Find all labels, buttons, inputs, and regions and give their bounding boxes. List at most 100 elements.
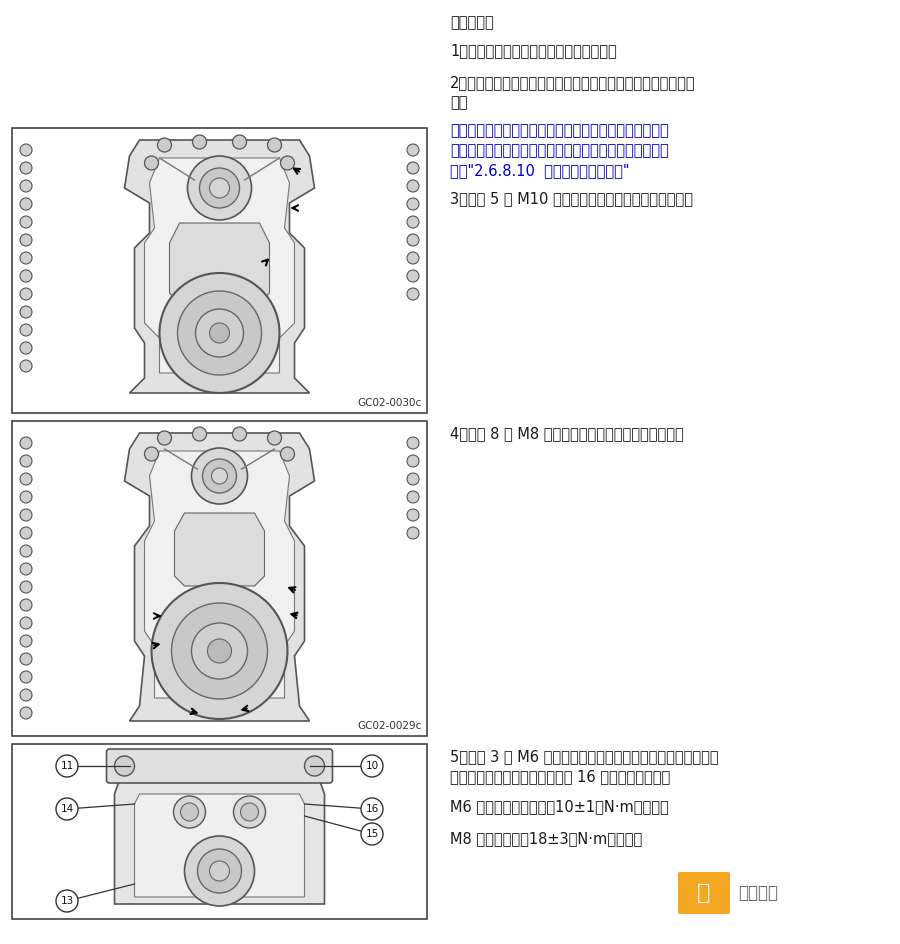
- Circle shape: [20, 617, 32, 629]
- Circle shape: [407, 455, 419, 467]
- Polygon shape: [124, 140, 314, 393]
- Text: 正时锁罩紧固螺栓及螺帽，共计 16 颧。力矩値如下：: 正时锁罩紧固螺栓及螺帽，共计 16 颧。力矩値如下：: [450, 769, 670, 784]
- Circle shape: [187, 156, 251, 220]
- Circle shape: [20, 180, 32, 192]
- Circle shape: [407, 491, 419, 503]
- Circle shape: [192, 623, 248, 679]
- Circle shape: [20, 234, 32, 246]
- Circle shape: [56, 890, 78, 912]
- Circle shape: [407, 180, 419, 192]
- Circle shape: [20, 599, 32, 611]
- Polygon shape: [145, 158, 294, 373]
- Circle shape: [202, 459, 237, 493]
- Bar: [12, 128, 427, 413]
- Polygon shape: [169, 223, 269, 303]
- Circle shape: [407, 270, 419, 282]
- Polygon shape: [145, 451, 294, 698]
- Circle shape: [407, 473, 419, 485]
- Circle shape: [407, 437, 419, 449]
- Circle shape: [281, 447, 294, 461]
- Text: 罩。: 罩。: [450, 95, 467, 110]
- Circle shape: [20, 360, 32, 372]
- Text: 15: 15: [365, 829, 379, 839]
- Circle shape: [20, 545, 32, 557]
- Circle shape: [20, 288, 32, 300]
- Circle shape: [240, 803, 258, 821]
- Circle shape: [184, 836, 255, 906]
- Text: 汽: 汽: [698, 883, 711, 903]
- Polygon shape: [175, 513, 265, 586]
- Circle shape: [407, 144, 419, 156]
- Circle shape: [210, 323, 230, 343]
- Circle shape: [407, 162, 419, 174]
- Circle shape: [158, 138, 172, 152]
- Circle shape: [145, 447, 158, 461]
- Circle shape: [20, 144, 32, 156]
- Circle shape: [20, 671, 32, 683]
- Circle shape: [20, 342, 32, 354]
- Text: 4、安装 8 颧 M8 正时锁罩紧固螺栓，但先不要拧紧。: 4、安装 8 颧 M8 正时锁罩紧固螺栓，但先不要拧紧。: [450, 426, 684, 441]
- FancyBboxPatch shape: [106, 749, 332, 783]
- Circle shape: [193, 135, 206, 149]
- Circle shape: [267, 138, 282, 152]
- Circle shape: [212, 468, 228, 484]
- Circle shape: [20, 581, 32, 593]
- Circle shape: [267, 431, 282, 445]
- Polygon shape: [114, 780, 325, 904]
- Circle shape: [407, 527, 419, 539]
- Circle shape: [20, 689, 32, 701]
- Text: 14: 14: [60, 804, 74, 814]
- Circle shape: [304, 756, 325, 776]
- Circle shape: [20, 635, 32, 647]
- Circle shape: [20, 527, 32, 539]
- Circle shape: [158, 431, 172, 445]
- Circle shape: [200, 168, 239, 208]
- Circle shape: [208, 639, 231, 663]
- Circle shape: [361, 798, 383, 820]
- Text: 5、安装 3 颧 M6 正时锁罩紧固螺栓及螺帽，并按图示顺序紧固: 5、安装 3 颧 M6 正时锁罩紧固螺栓及螺帽，并按图示顺序紧固: [450, 749, 718, 764]
- Circle shape: [281, 156, 294, 170]
- Circle shape: [114, 756, 134, 776]
- Circle shape: [407, 252, 419, 264]
- Circle shape: [197, 849, 241, 893]
- Circle shape: [192, 448, 248, 504]
- FancyBboxPatch shape: [678, 872, 730, 914]
- Circle shape: [20, 491, 32, 503]
- Text: 参见"2.6.8.10  正时锁条组件的更换": 参见"2.6.8.10 正时锁条组件的更换": [450, 163, 629, 178]
- Text: M8 螺栓力矩：（18±3）N·m（公制）: M8 螺栓力矩：（18±3）N·m（公制）: [450, 831, 643, 846]
- Circle shape: [407, 509, 419, 521]
- Circle shape: [195, 309, 244, 357]
- Polygon shape: [124, 433, 314, 721]
- Text: 2、在正时锁罩与缸体安装面均匀涂上专用密封胶，安装正时锁: 2、在正时锁罩与缸体安装面均匀涂上专用密封胶，安装正时锁: [450, 75, 696, 90]
- Text: 13: 13: [60, 896, 74, 906]
- Circle shape: [232, 135, 247, 149]
- Circle shape: [20, 270, 32, 282]
- Circle shape: [20, 653, 32, 665]
- Circle shape: [210, 178, 230, 198]
- Circle shape: [193, 427, 206, 441]
- Polygon shape: [134, 794, 304, 897]
- Circle shape: [56, 798, 78, 820]
- Text: 安装程序：: 安装程序：: [450, 15, 494, 30]
- Circle shape: [407, 288, 419, 300]
- Circle shape: [20, 198, 32, 210]
- Circle shape: [20, 162, 32, 174]
- Circle shape: [407, 216, 419, 228]
- Circle shape: [20, 306, 32, 318]
- Circle shape: [151, 583, 287, 719]
- Circle shape: [20, 437, 32, 449]
- Circle shape: [174, 796, 205, 828]
- Circle shape: [361, 755, 383, 777]
- Circle shape: [20, 455, 32, 467]
- Circle shape: [56, 755, 78, 777]
- Circle shape: [210, 861, 230, 881]
- Circle shape: [233, 796, 266, 828]
- Circle shape: [407, 198, 419, 210]
- Text: M6 螺栓及螺帽力矩：（10±1）N·m（公制）: M6 螺栓及螺帽力矩：（10±1）N·m（公制）: [450, 799, 669, 814]
- Circle shape: [177, 291, 262, 375]
- Text: 3、安装 5 颧 M10 正时锁罩紧固螺栓，但先不要拧紧。: 3、安装 5 颧 M10 正时锁罩紧固螺栓，但先不要拧紧。: [450, 191, 693, 206]
- Circle shape: [172, 603, 267, 699]
- Text: GC02-0030c: GC02-0030c: [358, 398, 422, 408]
- Text: 11: 11: [60, 761, 74, 771]
- Text: 做的记号是否一致，如果有偏差，请重新安装正时锁条，: 做的记号是否一致，如果有偏差，请重新安装正时锁条，: [450, 143, 669, 158]
